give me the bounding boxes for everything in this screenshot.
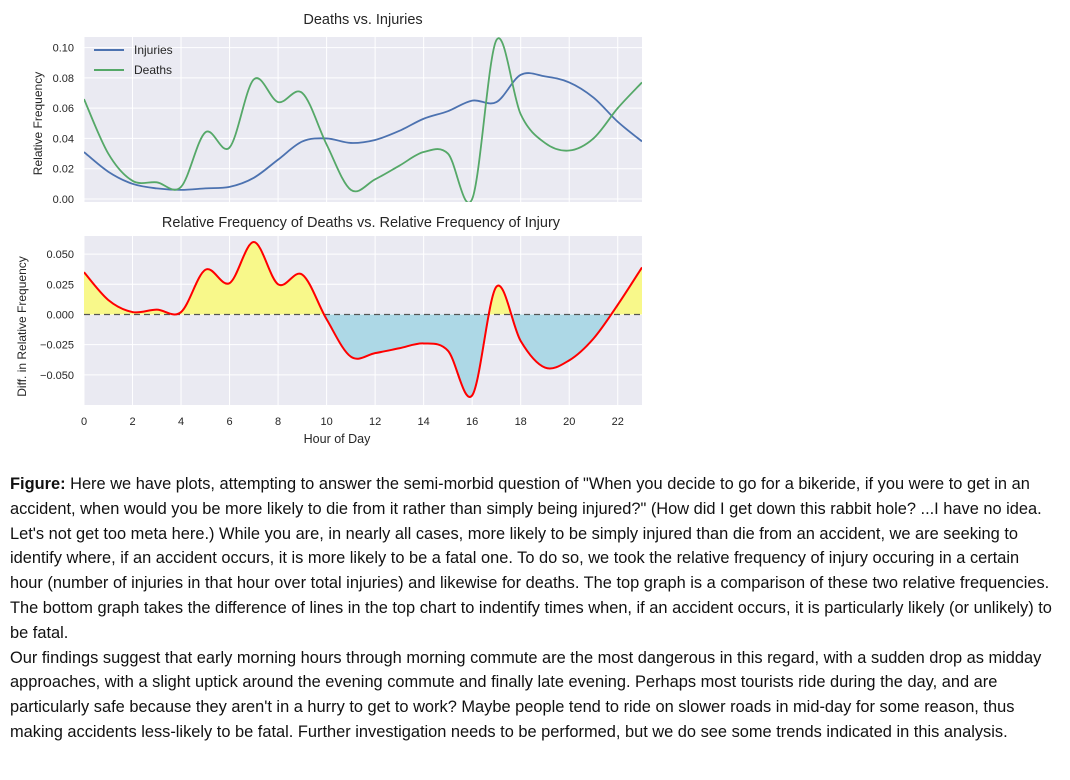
figure-caption: Figure: Here we have plots, attempting t… [10,472,1056,745]
caption-paragraph-1: Figure: Here we have plots, attempting t… [10,472,1056,646]
legend-label-injuries: Injuries [134,43,173,57]
caption-text-1: Here we have plots, attempting to answer… [10,475,1052,642]
top-plot-area [84,37,642,202]
bottom-chart: 0.050 0.025 0.000 −0.025 −0.050 0 2 4 6 8 10 12 14 1… [15,215,642,446]
top-chart: 0.00 0.02 0.04 0.06 0.08 0.10 Deaths vs. Inju… [31,12,642,206]
top-y-tick-label: 0.08 [53,73,74,85]
top-y-axis-label: Relative Frequency [31,72,45,175]
bottom-x-tick-labels: 0 2 4 6 8 10 12 14 16 18 20 22 [81,416,624,428]
series-line-injuries [84,72,642,191]
bottom-chart-title: Relative Frequency of Deaths vs. Relativ… [162,215,561,231]
positive-area-fill [84,242,642,315]
bottom-x-tick-label: 18 [515,416,527,428]
bottom-x-tick-label: 6 [227,416,233,428]
bottom-x-tick-label: 22 [612,416,624,428]
bottom-x-tick-label: 4 [178,416,184,428]
top-y-tick-label: 0.04 [53,133,74,145]
bottom-y-tick-label: 0.000 [46,309,74,321]
bottom-x-tick-label: 2 [129,416,135,428]
bottom-x-tick-label: 12 [369,416,381,428]
top-y-tick-label: 0.06 [53,103,74,115]
caption-label: Figure: [10,475,66,493]
bottom-x-tick-label: 10 [320,416,332,428]
bottom-x-tick-label: 20 [563,416,575,428]
bottom-y-tick-label: −0.025 [40,340,74,352]
top-lines [84,37,642,202]
top-y-tick-labels: 0.00 0.02 0.04 0.06 0.08 0.10 [53,43,74,206]
legend-label-deaths: Deaths [134,63,172,77]
top-y-tick-label: 0.10 [53,43,74,55]
bottom-line [84,241,642,398]
top-legend: Injuries Deaths [94,43,173,77]
bottom-y-tick-label: −0.050 [40,370,74,382]
figure-charts: 0.00 0.02 0.04 0.06 0.08 0.10 Deaths vs. Inju… [15,12,642,446]
bottom-x-tick-label: 8 [275,416,281,428]
bottom-x-axis-label: Hour of Day [304,432,371,446]
caption-paragraph-2: Our findings suggest that early morning … [10,648,1042,741]
bottom-y-tick-label: 0.050 [46,249,74,261]
difference-line [84,241,642,398]
bottom-y-tick-labels: 0.050 0.025 0.000 −0.025 −0.050 [40,249,74,382]
bottom-y-axis-label: Diff. in Relative Frequency [15,256,29,397]
top-y-tick-label: 0.02 [53,164,74,176]
top-chart-title: Deaths vs. Injuries [303,12,422,28]
bottom-x-tick-label: 16 [466,416,478,428]
negative-area-fill [84,314,642,397]
top-y-tick-label: 0.00 [53,194,74,206]
bottom-x-tick-label: 0 [81,416,87,428]
series-line-deaths [84,37,642,202]
bottom-x-tick-label: 14 [418,416,430,428]
bottom-y-tick-label: 0.025 [46,279,74,291]
bottom-fills [84,242,642,397]
